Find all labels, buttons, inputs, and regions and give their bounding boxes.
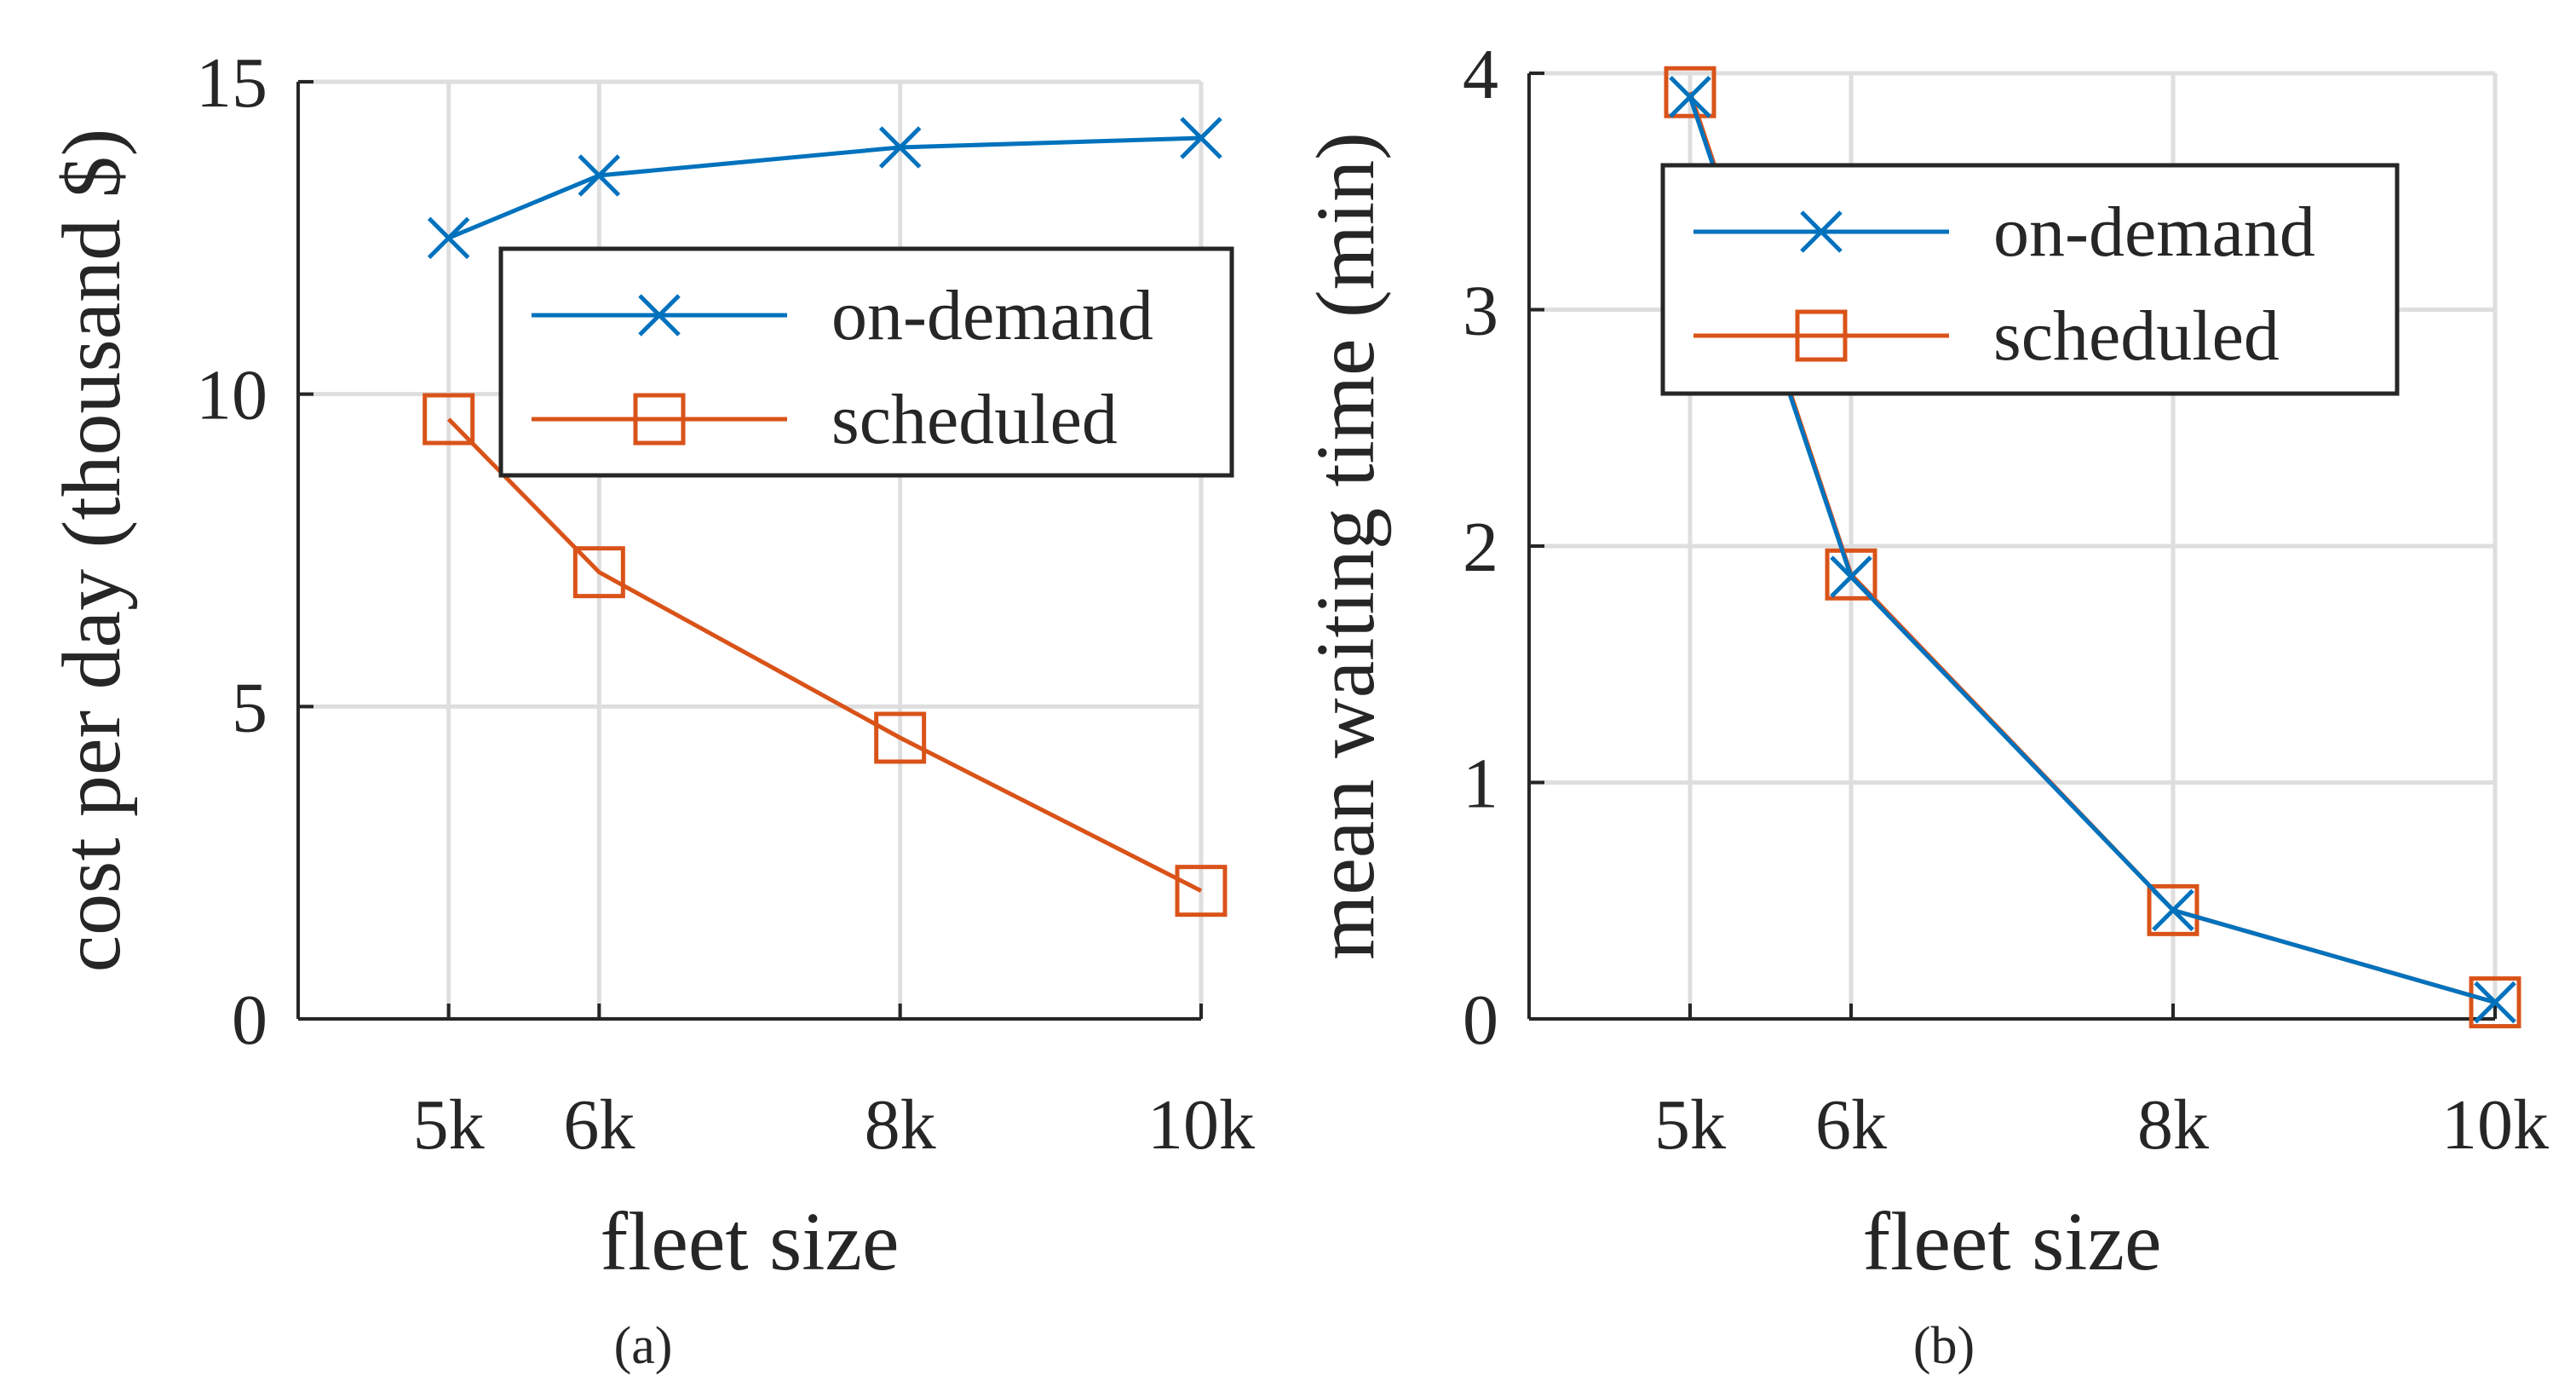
caption: (b)	[1913, 1317, 1975, 1375]
data-point	[1825, 548, 1877, 601]
chart-b: 0 1 2 3 4 5k 6k 8k 10k fleet size mean waiting tim…	[1300, 35, 2549, 1375]
x-tick-label: 8k	[2137, 1085, 2209, 1165]
caption: (a)	[614, 1317, 673, 1375]
x-tick-label: 6k	[563, 1085, 635, 1165]
legend-box	[1660, 163, 2400, 396]
legend-label: on-demand	[1993, 193, 2315, 272]
x-tick-label: 8k	[865, 1085, 936, 1165]
data-point	[578, 154, 621, 197]
y-tick-label: 1	[1463, 745, 1498, 824]
data-point	[2147, 883, 2199, 936]
y-axis-label: mean waiting time (min)	[1300, 132, 1392, 960]
series-line	[446, 417, 1203, 893]
data-point	[1664, 66, 1716, 118]
y-tick-label: 2	[1463, 508, 1498, 587]
x-tick-label: 5k	[413, 1085, 485, 1165]
data-point	[2474, 981, 2516, 1024]
data-point	[427, 216, 470, 260]
data-point	[1175, 865, 1228, 918]
x-tick-label: 10k	[2441, 1085, 2549, 1165]
y-tick-label: 0	[1463, 981, 1498, 1060]
y-axis-label: cost per day (thousand $)	[46, 129, 138, 973]
legend-marker	[1795, 309, 1848, 362]
data-point	[2152, 889, 2194, 932]
y-tick-label: 15	[196, 43, 267, 123]
legend-label: scheduled	[1993, 296, 2280, 376]
x-tick-label: 10k	[1147, 1085, 1255, 1165]
y-tick-label: 10	[196, 356, 267, 435]
y-tick-label: 5	[232, 668, 267, 747]
y-tick-label: 3	[1463, 272, 1498, 351]
legend-marker	[638, 294, 681, 337]
x-axis-label: fleet size	[1863, 1196, 2162, 1288]
data-point	[572, 546, 625, 599]
data-point	[1830, 555, 1872, 598]
legend-marker	[633, 393, 686, 446]
x-tick-label: 5k	[1654, 1085, 1726, 1165]
x-axis-label: fleet size	[601, 1196, 900, 1288]
legend-label: on-demand	[831, 276, 1153, 355]
series-scheduled	[423, 393, 1228, 918]
series-line	[447, 135, 1202, 240]
data-point	[2469, 976, 2521, 1029]
series-on-demand	[427, 117, 1222, 260]
legend: on-demand scheduled	[1660, 163, 2400, 396]
legend-marker	[1800, 210, 1843, 253]
data-point	[878, 126, 922, 169]
data-point	[423, 393, 475, 446]
y-tick-label: 0	[232, 981, 267, 1060]
data-point	[874, 711, 927, 764]
legend-label: scheduled	[831, 380, 1118, 459]
data-point	[1180, 117, 1222, 159]
legend: on-demand scheduled	[498, 246, 1234, 478]
chart-a: 0 5 10 15 5k 6k 8k 10k fleet size cost per day (t…	[46, 43, 1255, 1375]
legend-box	[498, 246, 1234, 478]
y-tick-label: 4	[1463, 35, 1498, 114]
data-point	[1669, 75, 1711, 118]
x-tick-label: 6k	[1815, 1085, 1887, 1165]
